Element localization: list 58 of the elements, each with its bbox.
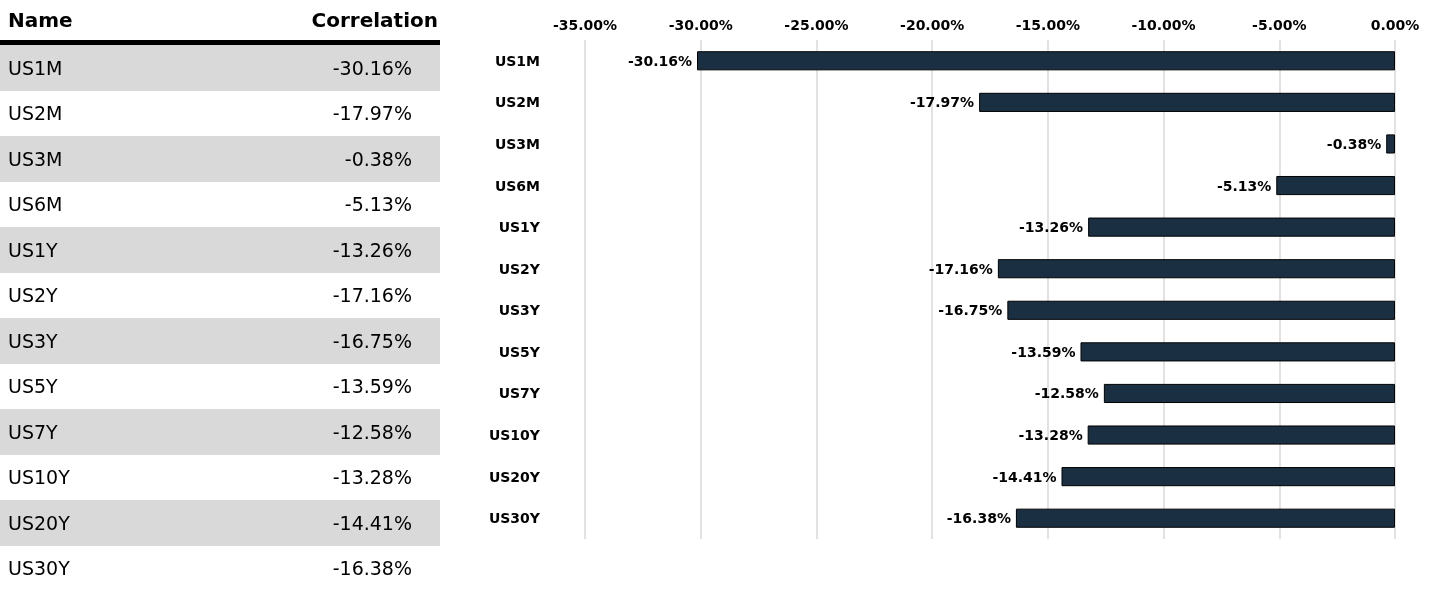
category-label: US2M — [8, 102, 63, 125]
text: -5.13% — [344, 193, 412, 216]
x-tick-label: 0.00% — [1370, 17, 1420, 33]
text: -0.38% — [344, 147, 412, 170]
category-label: US20Y — [8, 511, 70, 534]
text: -17.97% — [332, 102, 412, 125]
data-label: -17.97% — [910, 94, 975, 111]
data-label: -30.16% — [627, 52, 693, 69]
text: -14.41% — [332, 511, 412, 534]
y-tick-label: US20Y — [488, 468, 541, 485]
category-label: US10Y — [8, 466, 70, 489]
y-tick-label: US7Y — [498, 385, 541, 402]
data-label: -0.38% — [1326, 135, 1382, 152]
text: -13.28% — [332, 466, 412, 489]
y-tick-label: US6M — [494, 177, 540, 194]
y-tick-label: US1Y — [498, 219, 541, 236]
x-tick-label: -10.00% — [1131, 17, 1196, 33]
x-tick-label: -25.00% — [784, 17, 849, 33]
category-label: US7Y — [8, 420, 58, 443]
x-tick-label: -5.00% — [1252, 17, 1307, 33]
data-label: -14.41% — [992, 468, 1057, 485]
y-tick-label: US1M — [494, 52, 540, 69]
text: Correlation — [311, 8, 438, 32]
y-tick-label: US5Y — [498, 343, 541, 360]
text: -17.16% — [332, 284, 412, 307]
y-tick-label: US3Y — [498, 302, 541, 319]
category-label: US5Y — [8, 375, 58, 398]
x-tick-label: -20.00% — [900, 17, 965, 33]
category-label: US2Y — [8, 284, 58, 307]
x-tick-label: -35.00% — [552, 17, 618, 33]
y-tick-label: US3M — [494, 135, 540, 152]
text: -16.75% — [332, 329, 412, 352]
y-tick-label: US10Y — [488, 427, 541, 444]
data-label: -16.75% — [938, 302, 1003, 319]
category-label: US30Y — [8, 557, 70, 580]
category-label: US3M — [8, 147, 63, 170]
data-label: -16.38% — [946, 510, 1011, 527]
data-label: -13.26% — [1019, 219, 1084, 236]
data-label: -5.13% — [1216, 177, 1272, 194]
data-label: -17.16% — [928, 260, 993, 277]
category-label: US6M — [8, 193, 63, 216]
text: -13.26% — [332, 238, 412, 261]
text: -12.58% — [332, 420, 412, 443]
x-tick-label: -15.00% — [1015, 17, 1080, 33]
y-tick-label: US30Y — [488, 510, 541, 527]
y-tick-label: US2Y — [498, 260, 541, 277]
text: Name — [8, 8, 73, 32]
data-label: -13.59% — [1011, 343, 1076, 360]
data-label: -13.28% — [1018, 427, 1083, 444]
x-tick-label: -30.00% — [668, 17, 733, 33]
text: -16.38% — [332, 557, 412, 580]
category-label: US1Y — [8, 238, 58, 261]
text: -13.59% — [332, 375, 412, 398]
data-label: -12.58% — [1034, 385, 1099, 402]
text: -30.16% — [332, 56, 412, 79]
category-label: US3Y — [8, 329, 58, 352]
y-tick-label: US2M — [494, 94, 540, 111]
category-label: US1M — [8, 56, 63, 79]
